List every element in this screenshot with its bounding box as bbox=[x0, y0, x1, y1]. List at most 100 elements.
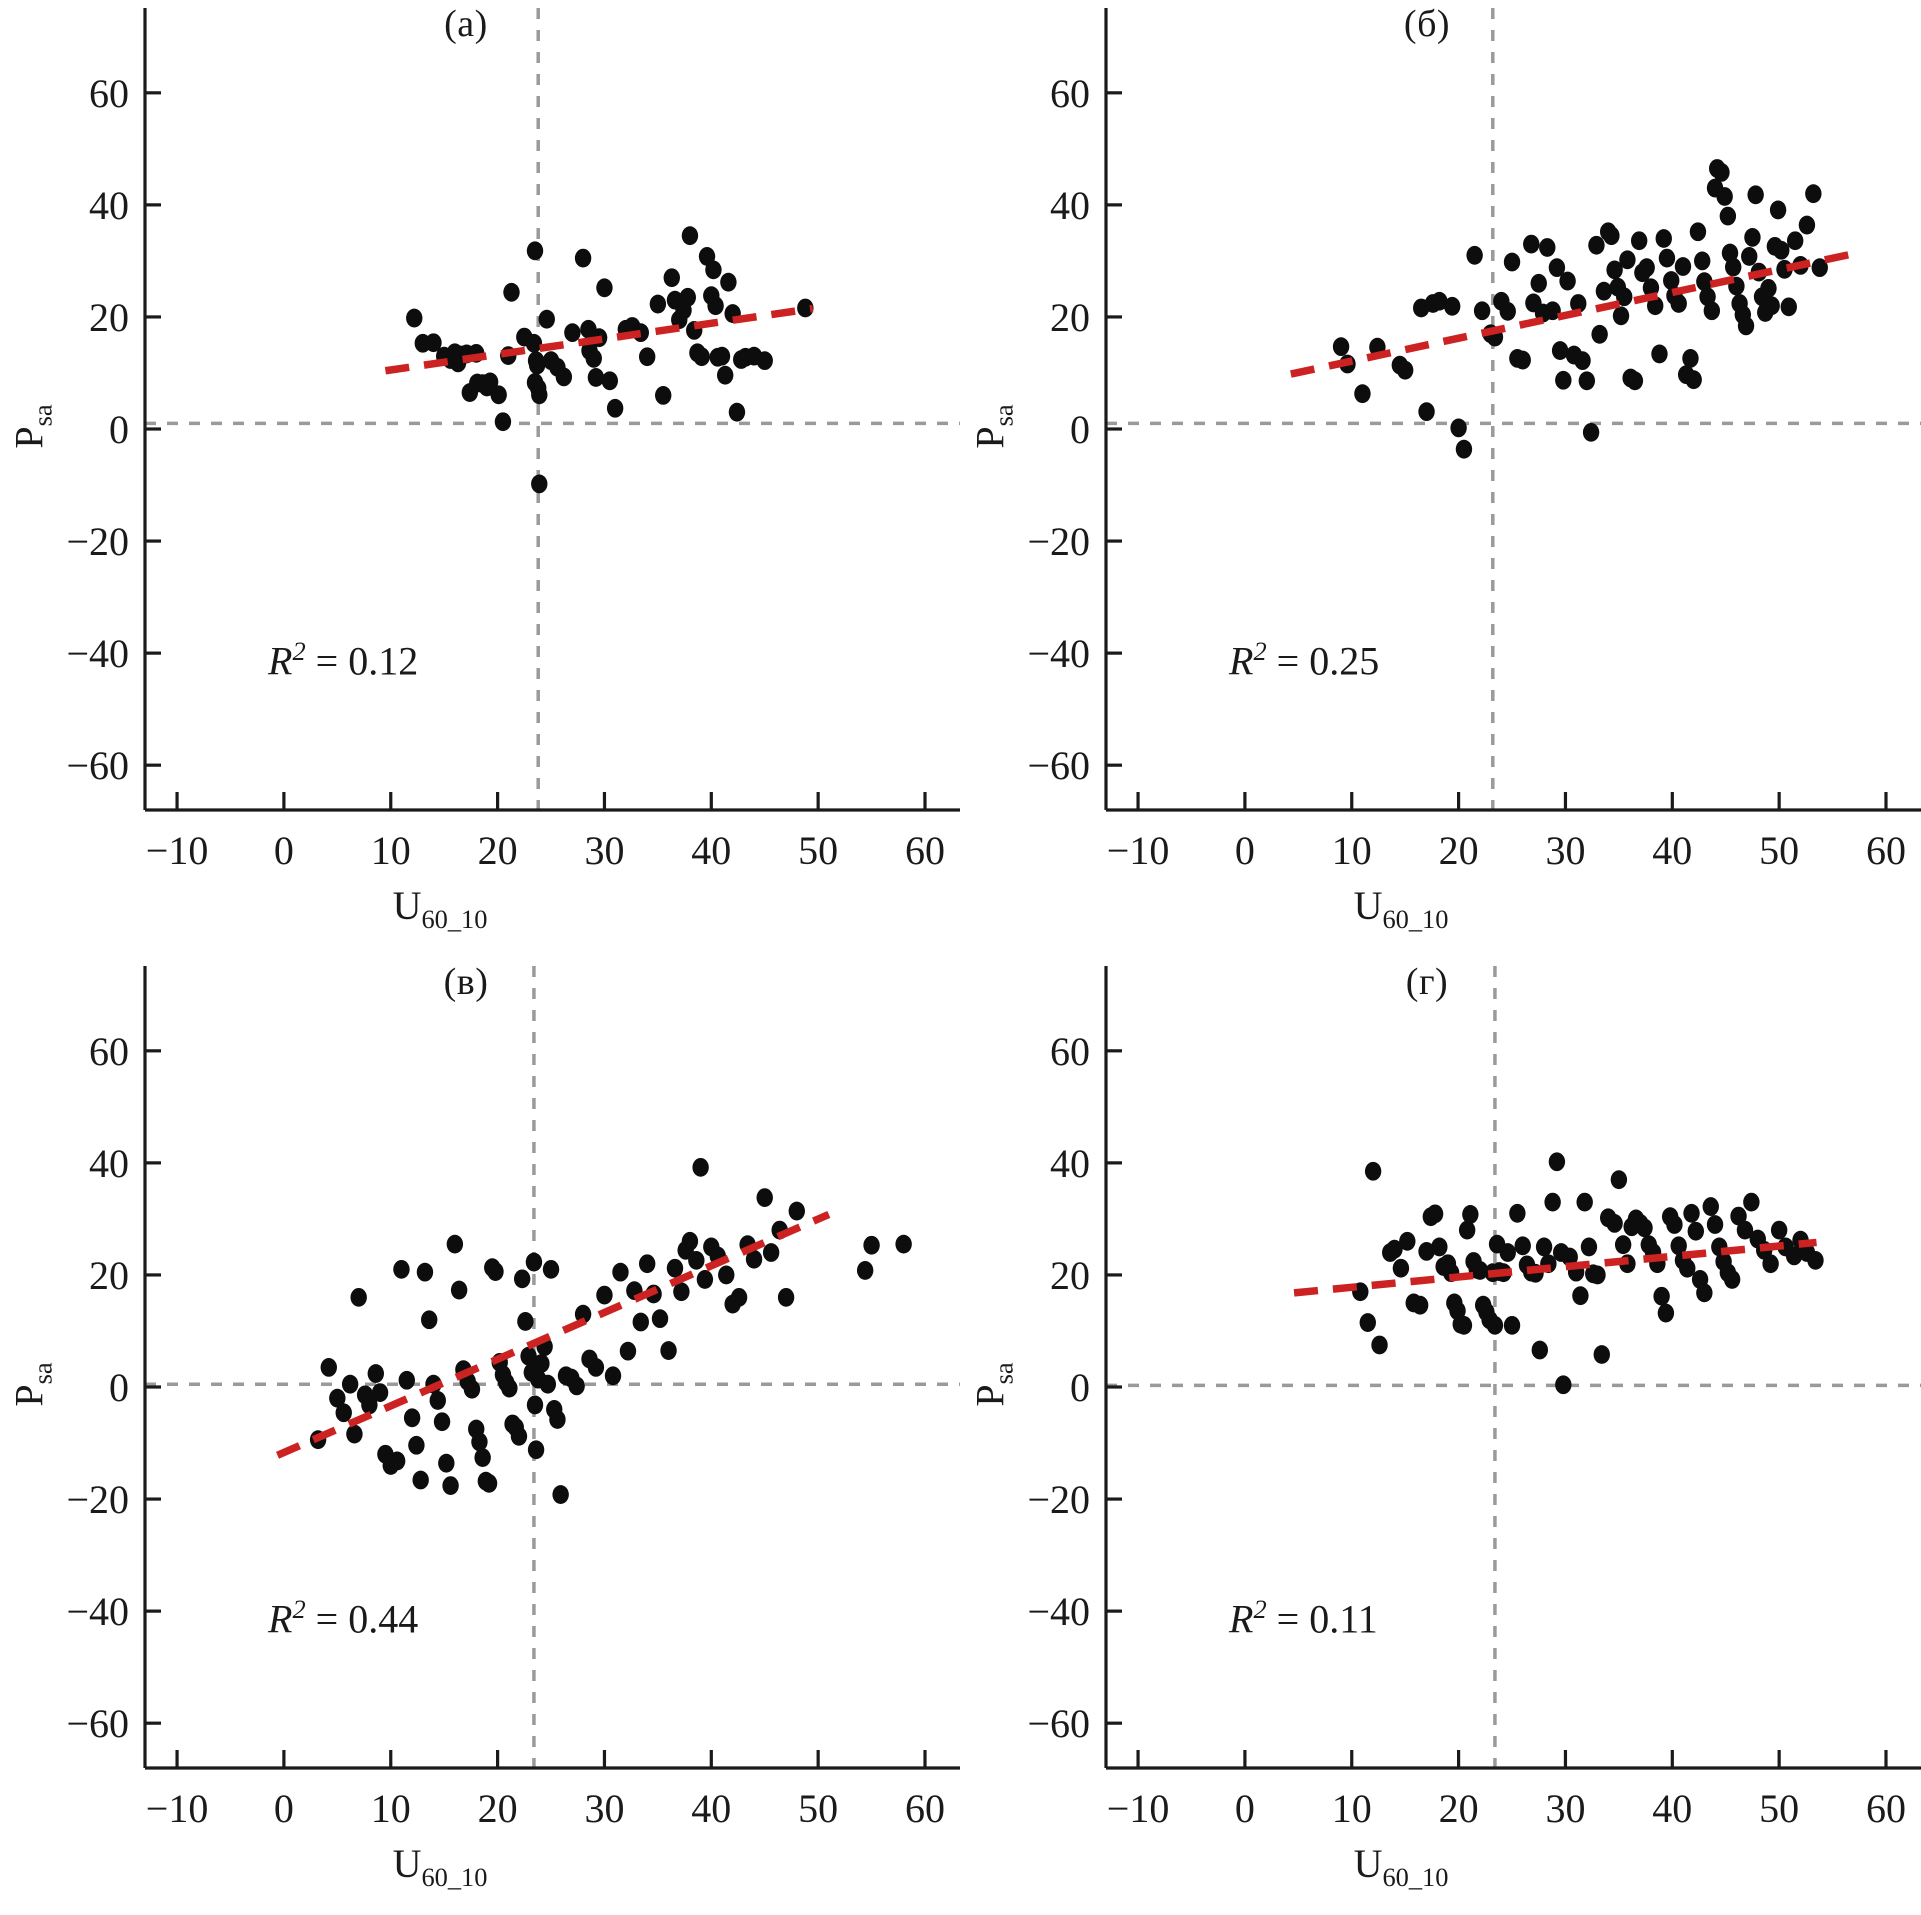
svg-text:60: 60 bbox=[89, 71, 129, 116]
svg-text:30: 30 bbox=[1545, 828, 1585, 873]
r2-exponent: 2 bbox=[292, 1594, 306, 1624]
xlabel-sub: 60_10 bbox=[421, 1862, 488, 1892]
svg-text:0: 0 bbox=[1070, 1365, 1090, 1410]
svg-text:40: 40 bbox=[1050, 1141, 1090, 1186]
svg-text:40: 40 bbox=[89, 183, 129, 228]
svg-text:50: 50 bbox=[798, 1786, 838, 1831]
xlabel-sub: 60_10 bbox=[421, 904, 488, 934]
svg-text:40: 40 bbox=[691, 828, 731, 873]
svg-text:40: 40 bbox=[89, 1141, 129, 1186]
svg-text:60: 60 bbox=[1050, 1029, 1090, 1074]
r2-value: 0.12 bbox=[348, 638, 419, 684]
svg-text:−10: −10 bbox=[146, 1786, 209, 1831]
svg-text:10: 10 bbox=[371, 1786, 411, 1831]
svg-text:60: 60 bbox=[905, 828, 945, 873]
r2-exponent: 2 bbox=[1253, 636, 1267, 666]
r2-symbol: R bbox=[1229, 638, 1254, 684]
svg-text:20: 20 bbox=[89, 295, 129, 340]
panel-b-title: (б) bbox=[1403, 3, 1451, 45]
ylabel-sub: sa bbox=[27, 1362, 58, 1385]
panel-g-xlabel: U60_10 bbox=[1291, 1840, 1511, 1893]
svg-text:60: 60 bbox=[1866, 1786, 1906, 1831]
xlabel-base: U bbox=[1353, 883, 1383, 928]
svg-text:−40: −40 bbox=[66, 631, 129, 676]
r2-symbol: R bbox=[268, 638, 293, 684]
panel-g-plot: −60 −40 −20 0 20 40 60 −10 0 10 20 30 40 50 60 bbox=[1027, 966, 1921, 1831]
svg-text:60: 60 bbox=[1050, 71, 1090, 116]
panel-a-xlabel: U60_10 bbox=[330, 882, 550, 935]
svg-text:−20: −20 bbox=[1027, 519, 1090, 564]
svg-text:40: 40 bbox=[1652, 1786, 1692, 1831]
svg-text:20: 20 bbox=[1050, 295, 1090, 340]
svg-text:−40: −40 bbox=[66, 1589, 129, 1634]
svg-text:0: 0 bbox=[109, 407, 129, 452]
svg-text:30: 30 bbox=[584, 828, 624, 873]
panel-b-plot: −60 −40 −20 0 20 40 60 −10 0 10 20 30 40 50 60 bbox=[1027, 8, 1921, 873]
panel-v-r2: R2 = 0.44 bbox=[268, 1594, 418, 1642]
r2-value: 0.25 bbox=[1309, 638, 1380, 684]
svg-text:10: 10 bbox=[1332, 1786, 1372, 1831]
r2-symbol: R bbox=[1229, 1596, 1254, 1642]
xlabel-base: U bbox=[392, 883, 422, 928]
svg-text:0: 0 bbox=[274, 1786, 294, 1831]
ylabel-sub: sa bbox=[988, 1362, 1019, 1385]
r2-symbol: R bbox=[268, 1596, 293, 1642]
r2-equals: = bbox=[305, 638, 349, 684]
ylabel-sub: sa bbox=[27, 404, 58, 427]
xlabel-base: U bbox=[1353, 1841, 1383, 1886]
r2-equals: = bbox=[1266, 638, 1310, 684]
svg-text:0: 0 bbox=[1235, 1786, 1255, 1831]
svg-text:20: 20 bbox=[1439, 1786, 1479, 1831]
ylabel-base: P bbox=[967, 426, 1013, 449]
panel-g-r2: R2 = 0.11 bbox=[1229, 1594, 1378, 1642]
svg-text:−60: −60 bbox=[66, 1701, 129, 1746]
svg-text:50: 50 bbox=[1759, 1786, 1799, 1831]
svg-text:−10: −10 bbox=[1107, 1786, 1170, 1831]
svg-text:−20: −20 bbox=[66, 1477, 129, 1522]
svg-text:0: 0 bbox=[1070, 407, 1090, 452]
svg-text:40: 40 bbox=[1652, 828, 1692, 873]
svg-text:50: 50 bbox=[798, 828, 838, 873]
panel-v-title: (в) bbox=[443, 961, 489, 1003]
svg-text:60: 60 bbox=[89, 1029, 129, 1074]
svg-text:30: 30 bbox=[584, 1786, 624, 1831]
ylabel-base: P bbox=[6, 1384, 52, 1407]
svg-text:−20: −20 bbox=[66, 519, 129, 564]
panel-g-ylabel: Psa bbox=[967, 1315, 1020, 1455]
panel-b: (б) −60 −40 −20 0 20 40 60 −10 0 10 20 30 40 50 60 Psa… bbox=[961, 0, 1921, 957]
svg-text:0: 0 bbox=[1235, 828, 1255, 873]
panel-a-title: (а) bbox=[444, 3, 488, 45]
svg-text:40: 40 bbox=[1050, 183, 1090, 228]
xlabel-sub: 60_10 bbox=[1382, 1862, 1449, 1892]
svg-text:60: 60 bbox=[1866, 828, 1906, 873]
svg-text:20: 20 bbox=[1439, 828, 1479, 873]
panel-v-ylabel: Psa bbox=[6, 1315, 59, 1455]
ylabel-base: P bbox=[6, 426, 52, 449]
svg-text:60: 60 bbox=[905, 1786, 945, 1831]
panel-v-plot: −60 −40 −20 0 20 40 60 −10 0 10 20 30 40 50 60 bbox=[66, 966, 960, 1831]
panel-b-r2: R2 = 0.25 bbox=[1229, 636, 1379, 684]
svg-text:−60: −60 bbox=[1027, 743, 1090, 788]
svg-text:40: 40 bbox=[691, 1786, 731, 1831]
panel-v: (в) −60 −40 −20 0 20 40 60 −10 0 10 20 30 40 50 60 Psa… bbox=[0, 958, 960, 1915]
ylabel-sub: sa bbox=[988, 404, 1019, 427]
r2-value: 0.11 bbox=[1309, 1596, 1378, 1642]
svg-text:20: 20 bbox=[478, 828, 518, 873]
r2-exponent: 2 bbox=[292, 636, 306, 666]
panel-a: (а) −60 −40 −20 0 20 40 60 −10 0 10 20 30 40 50 60 Psa… bbox=[0, 0, 960, 957]
svg-text:0: 0 bbox=[274, 828, 294, 873]
svg-text:20: 20 bbox=[89, 1253, 129, 1298]
svg-text:−40: −40 bbox=[1027, 1589, 1090, 1634]
panel-a-r2: R2 = 0.12 bbox=[268, 636, 418, 684]
svg-text:10: 10 bbox=[371, 828, 411, 873]
panel-b-xlabel: U60_10 bbox=[1291, 882, 1511, 935]
r2-equals: = bbox=[1266, 1596, 1310, 1642]
svg-text:−10: −10 bbox=[1107, 828, 1170, 873]
panel-a-plot: −60 −40 −20 0 20 40 60 −10 0 10 20 30 40 50 60 bbox=[66, 8, 960, 873]
r2-exponent: 2 bbox=[1253, 1594, 1267, 1624]
panel-g: (г) −60 −40 −20 0 20 40 60 −10 0 10 20 30 40 50 60 Psa… bbox=[961, 958, 1921, 1915]
svg-text:−60: −60 bbox=[1027, 1701, 1090, 1746]
r2-value: 0.44 bbox=[348, 1596, 419, 1642]
svg-text:−20: −20 bbox=[1027, 1477, 1090, 1522]
